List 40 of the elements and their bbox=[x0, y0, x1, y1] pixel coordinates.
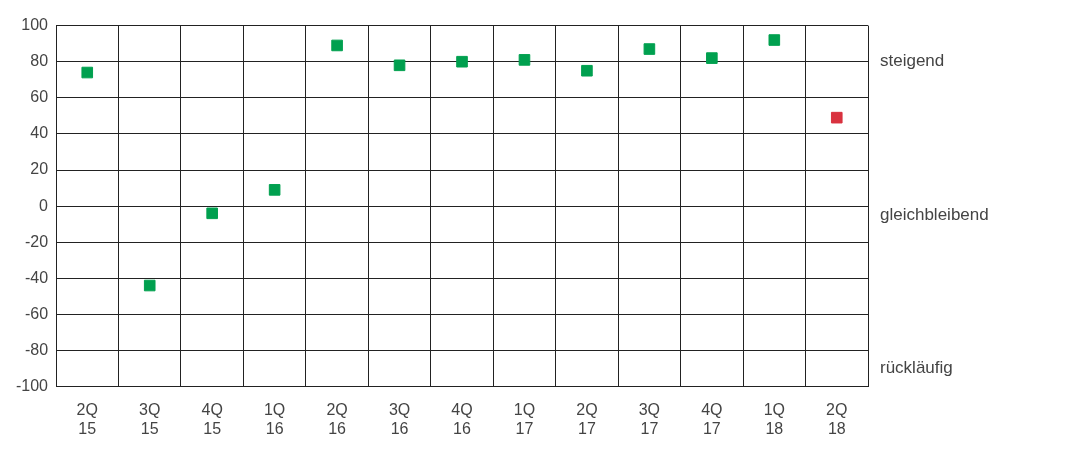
point bbox=[331, 39, 343, 52]
x-tick-label: 1Q 16 bbox=[263, 400, 286, 437]
y-tick-label: 20 bbox=[30, 160, 49, 178]
x-tick-label: 1Q 17 bbox=[513, 400, 536, 437]
y-tick-label: 100 bbox=[21, 16, 49, 34]
text: rückläufig bbox=[880, 358, 953, 378]
y-tick-label: -60 bbox=[24, 304, 49, 322]
point bbox=[643, 43, 656, 55]
x-tick-label: 4Q 16 bbox=[451, 400, 473, 437]
y-tick-label: 0 bbox=[39, 196, 49, 214]
x-tick-label: 3Q 16 bbox=[388, 400, 411, 437]
x-tick-label: 2Q 15 bbox=[76, 400, 98, 437]
x-tick-label: 4Q 17 bbox=[701, 400, 723, 437]
point bbox=[456, 55, 468, 68]
y-tick-label: -40 bbox=[24, 268, 49, 286]
y-tick-label: 80 bbox=[30, 52, 49, 70]
point bbox=[581, 64, 593, 77]
x-tick-label: 3Q 17 bbox=[638, 400, 661, 437]
x-tick-label: 2Q 18 bbox=[826, 400, 848, 437]
y-tick-label: 60 bbox=[30, 88, 49, 106]
x-tick-label: 2Q 16 bbox=[326, 400, 348, 437]
y-tick-label: -100 bbox=[15, 377, 49, 395]
point bbox=[518, 54, 531, 66]
text: steigend bbox=[880, 51, 945, 71]
x-tick-label: 1Q 18 bbox=[763, 400, 785, 437]
point bbox=[393, 59, 406, 72]
y-tick-label: 40 bbox=[30, 124, 49, 142]
y-tick-label: -80 bbox=[24, 340, 49, 358]
y-tick-label: -20 bbox=[24, 232, 49, 250]
x-tick-label: 2Q 17 bbox=[576, 400, 598, 437]
x-tick-label: 3Q 15 bbox=[139, 400, 161, 437]
point bbox=[143, 279, 156, 292]
point bbox=[81, 66, 94, 79]
point bbox=[830, 111, 843, 124]
x-tick-label: 4Q 15 bbox=[201, 400, 223, 437]
point bbox=[706, 52, 718, 64]
point bbox=[768, 34, 781, 46]
text: gleichbleibend bbox=[880, 204, 989, 224]
point bbox=[206, 207, 218, 220]
point bbox=[268, 184, 281, 196]
